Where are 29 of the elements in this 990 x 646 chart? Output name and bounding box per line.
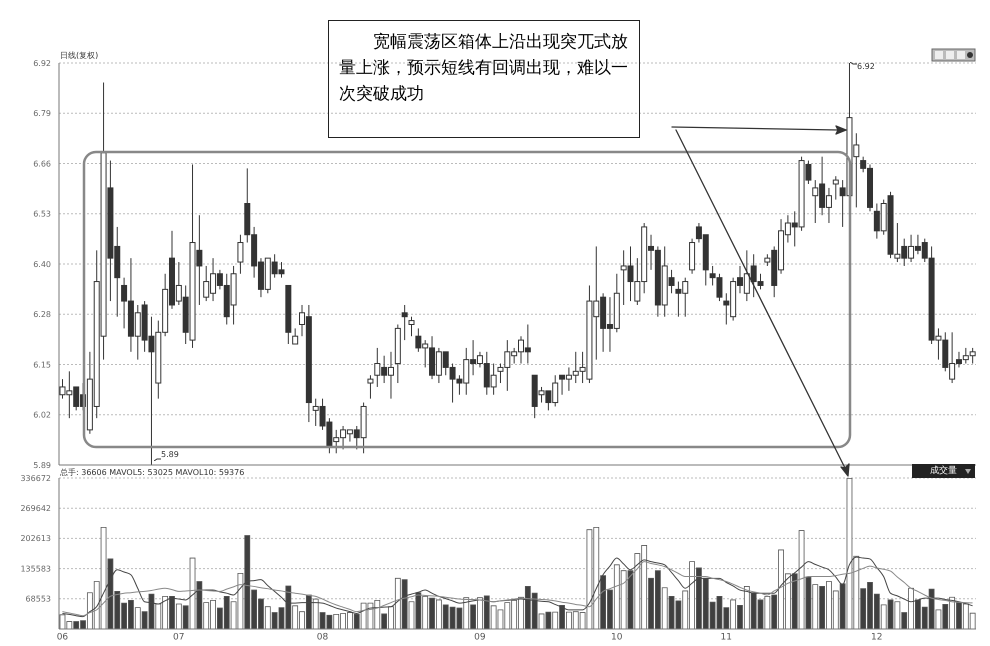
x-tick-label: 09 bbox=[474, 632, 486, 642]
y-tick-label: 68553 bbox=[26, 594, 51, 604]
x-tick-label: 12 bbox=[871, 632, 882, 642]
text: 日线(复权) bbox=[60, 51, 98, 60]
candlestick bbox=[402, 304, 408, 341]
x-tick-label: 10 bbox=[611, 632, 623, 642]
y-tick-label: 6.02 bbox=[33, 410, 51, 420]
y-tick-label: 6.66 bbox=[33, 159, 51, 168]
y-tick-label: 5.89 bbox=[33, 460, 51, 470]
y-tick-label: 6.79 bbox=[33, 109, 51, 118]
x-tick-label: 06 bbox=[56, 632, 68, 642]
y-tick-label: 336672 bbox=[20, 474, 51, 483]
text: 总手: 36606 MAVOL5: 53025 MAVOL10: 59376 bbox=[60, 468, 244, 477]
text: 成交量 bbox=[930, 466, 957, 476]
annotation: 6.92 bbox=[857, 62, 875, 71]
y-tick-label: 6.40 bbox=[33, 260, 51, 269]
y-tick-label: 202613 bbox=[20, 534, 51, 544]
x-tick-label: 07 bbox=[173, 632, 184, 642]
y-tick-label: 135583 bbox=[20, 564, 51, 574]
x-tick-label: 11 bbox=[720, 632, 732, 642]
y-tick-label: 6.15 bbox=[33, 360, 51, 370]
annotation: 宽幅震荡区箱体上沿出现突兀式放量上涨，预示短线有回调出现，难以一次突破成功 bbox=[339, 32, 628, 104]
y-tick-label: 6.28 bbox=[33, 310, 51, 320]
y-tick-label: 269642 bbox=[20, 504, 51, 514]
annotation: 5.89 bbox=[161, 450, 179, 459]
x-tick-label: 08 bbox=[316, 632, 328, 642]
y-tick-label: 6.53 bbox=[33, 210, 51, 219]
candlestick bbox=[237, 234, 244, 274]
y-tick-label: 6.92 bbox=[33, 58, 51, 68]
